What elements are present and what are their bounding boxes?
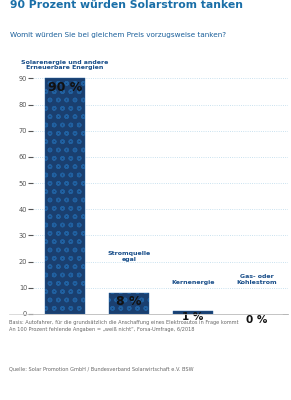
- Text: 90 %: 90 %: [48, 81, 82, 94]
- Text: Basis: Autofahrer, für die grundsätzlich die Anschaffung eines Elektroautos in F: Basis: Autofahrer, für die grundsätzlich…: [9, 320, 238, 332]
- Text: 90 Prozent würden Solarstrom tanken: 90 Prozent würden Solarstrom tanken: [10, 0, 243, 10]
- Text: 8 %: 8 %: [116, 295, 141, 308]
- Text: Stromquelle
egal: Stromquelle egal: [107, 251, 150, 262]
- Text: Solarenergie und andere
Erneuerbare Energien: Solarenergie und andere Erneuerbare Ener…: [21, 60, 109, 70]
- Text: Quelle: Solar Promotion GmbH / Bundesverband Solarwirtschaft e.V. BSW: Quelle: Solar Promotion GmbH / Bundesver…: [9, 366, 193, 371]
- Text: Womit würden Sie bei gleichem Preis vorzugsweise tanken?: Womit würden Sie bei gleichem Preis vorz…: [10, 32, 226, 38]
- Text: Gas- oder
Kohlestrom: Gas- oder Kohlestrom: [236, 274, 277, 285]
- Bar: [45, 78, 85, 314]
- Text: 0 %: 0 %: [246, 315, 267, 325]
- Text: 1 %: 1 %: [182, 312, 203, 322]
- Text: Kernenergie: Kernenergie: [171, 280, 214, 285]
- Bar: [173, 311, 212, 314]
- Bar: [109, 293, 149, 314]
